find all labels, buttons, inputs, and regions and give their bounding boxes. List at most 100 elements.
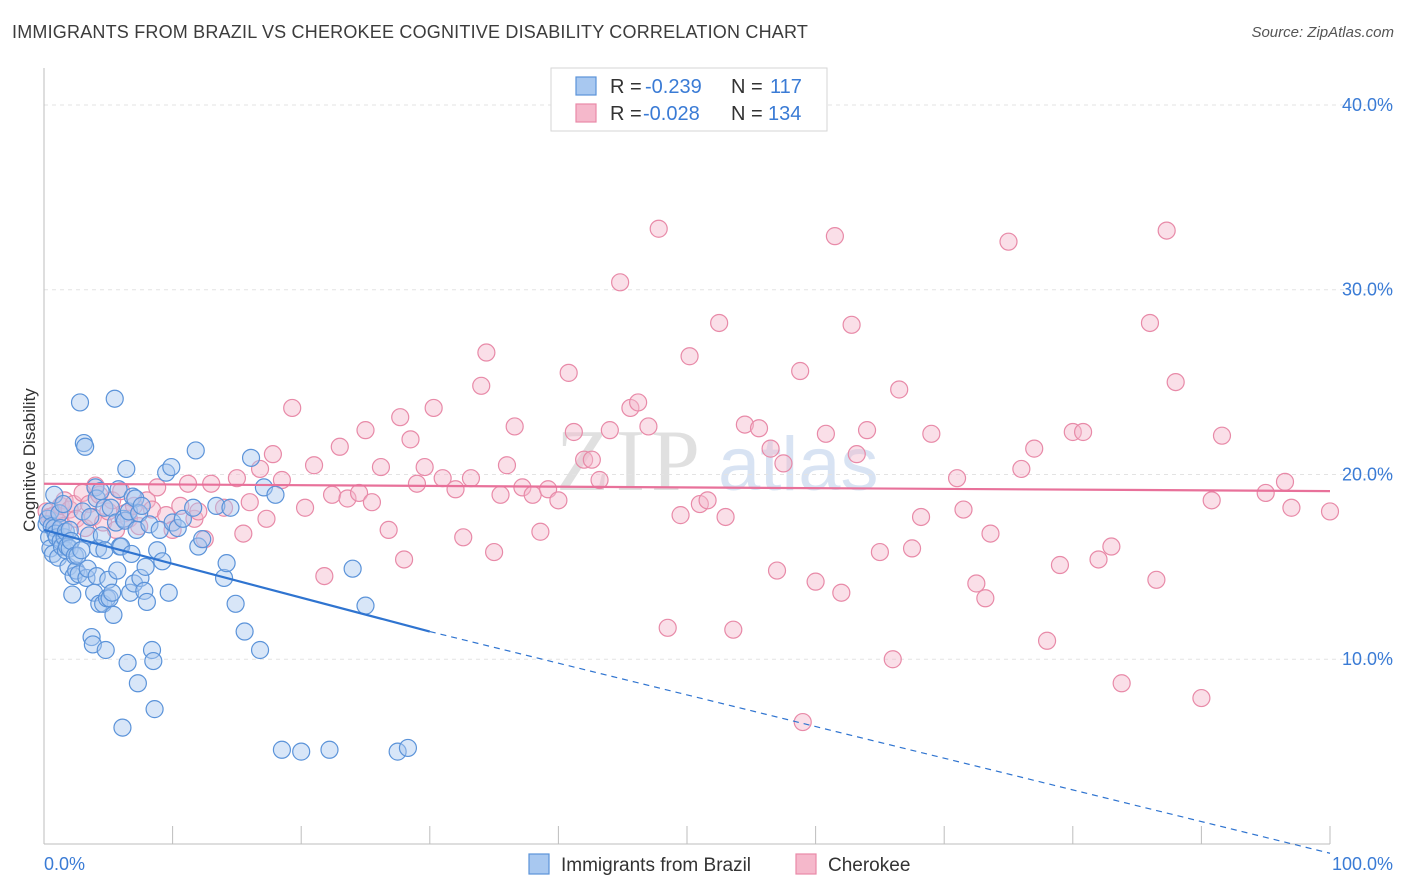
brazil-point [135, 581, 154, 600]
cherokee-point [454, 528, 473, 547]
brazil-point [173, 509, 192, 528]
brazil-point [95, 498, 114, 517]
cherokee-point [1275, 472, 1295, 491]
cherokee-point [1202, 491, 1221, 510]
cherokee-point [505, 417, 524, 436]
brazil-point [145, 700, 164, 719]
cherokee-point [523, 485, 542, 504]
cherokee-point [954, 500, 973, 519]
cherokee-point [629, 393, 648, 412]
cherokee-point [1112, 674, 1131, 693]
cherokee-point [600, 421, 619, 440]
x-tick-label-max: 100.0% [1332, 854, 1393, 874]
cherokee-point [976, 589, 995, 608]
brazil-point [292, 742, 311, 761]
brazil-point [63, 585, 82, 604]
cherokee-point [698, 491, 717, 510]
brazil-point [130, 504, 149, 523]
brazil-point [217, 554, 236, 573]
cherokee-point [564, 422, 583, 442]
legend-n-label-brazil: N = [731, 76, 763, 98]
cherokee-point [338, 489, 357, 508]
cherokee-point [1037, 631, 1057, 650]
brazil-point [96, 640, 115, 660]
cherokee-point [315, 566, 334, 586]
cherokee-point [304, 456, 324, 475]
cherokee-point [407, 474, 427, 493]
brazil-point [81, 507, 100, 527]
cherokee-point [761, 439, 780, 458]
cherokee-point [611, 273, 630, 292]
brazil-point [92, 526, 111, 545]
cherokee-point [1166, 372, 1185, 392]
legend-r-label-brazil: R = [610, 76, 642, 98]
legend-n-label-cherokee: N = [731, 103, 763, 125]
series-legend-swatch-brazil [528, 853, 550, 875]
cherokee-point [424, 398, 443, 418]
series-legend-label-brazil: Immigrants from Brazil [561, 855, 751, 876]
brazil-point [186, 441, 205, 460]
legend-r-value-cherokee: -0.028 [643, 103, 700, 125]
cherokee-point [356, 421, 375, 440]
x-axis-ticks [43, 826, 1331, 844]
cherokee-point [816, 424, 835, 443]
cherokee-point [767, 561, 787, 580]
brazil-point [184, 498, 203, 517]
source-credit: Source: ZipAtlas.com [1251, 24, 1394, 41]
legend-r-label-cherokee: R = [610, 103, 642, 125]
brazil-point [108, 561, 127, 580]
cherokee-point [491, 485, 510, 504]
cherokee-point [322, 485, 342, 504]
brazil-point [113, 718, 132, 737]
cherokee-point [330, 437, 349, 456]
cherokee-point [1320, 502, 1340, 521]
cherokee-point [1063, 422, 1082, 442]
cherokee-point [531, 522, 550, 541]
brazil-point [398, 738, 418, 758]
grid-lines [44, 104, 1394, 660]
watermark: ZIP atlas [556, 413, 879, 510]
cherokee-point [148, 478, 167, 497]
brazil-point [121, 583, 140, 602]
cherokee-point [497, 456, 517, 475]
series-legend-swatch-cherokee [795, 853, 817, 875]
brazil-point [70, 393, 90, 412]
y-tick-label: 20.0% [1342, 464, 1393, 484]
cherokee-point [890, 380, 909, 399]
brazil-point [144, 651, 163, 671]
brazil-point [272, 740, 292, 759]
cherokee-point [362, 493, 382, 512]
cherokee-point [922, 424, 941, 443]
brazil-point [126, 489, 145, 508]
cherokee-point [724, 620, 743, 639]
cherokee-point [263, 445, 283, 464]
cherokee-point [371, 457, 391, 477]
cherokee-point [791, 361, 810, 381]
y-tick-labels: 10.0% 20.0% 30.0% 40.0% [1342, 95, 1393, 669]
cherokee-point [1140, 313, 1160, 333]
brazil-point [207, 496, 226, 515]
brazil-point [118, 653, 137, 673]
cherokee-point [680, 347, 699, 366]
cherokee-point [870, 542, 890, 562]
brazil-trend-line [43, 528, 431, 633]
cherokee-point [1073, 422, 1093, 442]
brazil-point [168, 518, 187, 538]
stats-legend: R = -0.239 N = 117 R = -0.028 N = 134 [550, 67, 828, 132]
cherokee-point [1102, 537, 1121, 556]
legend-n-value-cherokee: 134 [768, 103, 801, 125]
brazil-point [132, 496, 151, 515]
cherokee-point [559, 363, 578, 382]
cherokee-point [477, 343, 496, 362]
cherokee-point [234, 524, 253, 543]
cherokee-point [1282, 498, 1301, 517]
brazil-point [250, 640, 270, 660]
cherokee-point [461, 469, 481, 488]
brazil-point [117, 459, 136, 479]
series-legend: Immigrants from Brazil Cherokee [528, 853, 910, 876]
cherokee-point [671, 506, 690, 525]
cherokee-point [967, 574, 986, 593]
cherokee-point [1025, 439, 1044, 458]
brazil-point [104, 605, 123, 624]
